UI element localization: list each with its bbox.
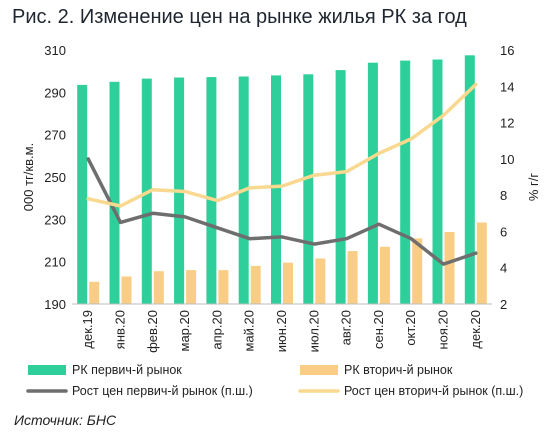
y-right-tick-1: 4	[500, 261, 507, 276]
legend: РК первич-й рынок РК вторич-й рынок Рост ц…	[26, 363, 523, 398]
legend-label-1: РК вторич-й рынок	[344, 363, 453, 377]
bar-secondary-0	[89, 281, 100, 304]
x-tick-10: окт.20	[403, 310, 418, 346]
x-tick-5: май.20	[242, 310, 257, 352]
x-tick-7: июл.20	[306, 310, 321, 352]
x-tick-11: ноя.20	[436, 310, 451, 350]
bar-secondary-7	[315, 258, 326, 304]
lines-layer	[86, 82, 478, 266]
y-left-label: 000 тг/кв.м.	[21, 143, 36, 211]
right-axis: 2 4 6 8 10 12 14 16 % г/г	[500, 43, 541, 312]
left-axis: 190 210 230 250 270 290 310 000 тг/кв.м.	[21, 43, 66, 312]
bar-secondary-10	[412, 238, 423, 304]
bars-layer	[77, 55, 487, 305]
bar-primary-11	[432, 59, 443, 304]
bar-secondary-9	[379, 246, 390, 304]
y-left-tick-1: 210	[44, 255, 66, 270]
x-tick-3: мар.20	[177, 310, 192, 351]
bar-secondary-3	[186, 270, 197, 304]
x-tick-6: июн.20	[274, 310, 289, 352]
y-right-tick-3: 8	[500, 188, 507, 203]
legend-swatch-1	[300, 365, 338, 375]
legend-label-2: Рост цен первич-й рынок (п.ш.)	[72, 384, 253, 398]
bar-secondary-6	[283, 262, 293, 304]
bar-secondary-12	[476, 222, 487, 304]
source-note: Источник: БНС	[14, 412, 117, 428]
line-primary-growth	[86, 157, 478, 266]
y-left-tick-6: 310	[44, 43, 66, 58]
bar-primary-1	[109, 81, 120, 305]
bar-primary-8	[335, 70, 346, 304]
bar-primary-6	[271, 75, 281, 305]
x-tick-4: апр.20	[209, 310, 224, 350]
y-right-tick-6: 14	[500, 79, 514, 94]
bar-secondary-11	[444, 232, 455, 304]
legend-label-3: Рост цен вторич-й рынок (п.ш.)	[344, 384, 523, 398]
legend-swatch-0	[28, 365, 66, 375]
y-right-tick-5: 12	[500, 116, 514, 131]
y-left-tick-2: 230	[44, 212, 66, 227]
bar-primary-0	[77, 84, 88, 305]
chart-title: Рис. 2. Изменение цен на рынке жилья РК …	[12, 6, 467, 28]
x-tick-1: янв.20	[112, 310, 127, 349]
y-left-tick-5: 290	[44, 85, 66, 100]
x-tick-8: авг.20	[339, 310, 354, 345]
line-secondary-growth	[86, 82, 478, 208]
x-tick-2: фев.20	[145, 310, 160, 353]
bar-secondary-4	[218, 270, 229, 304]
legend-label-0: РК первич-й рынок	[72, 363, 182, 377]
bar-primary-12	[464, 55, 475, 304]
y-left-tick-4: 270	[44, 128, 66, 143]
bar-secondary-8	[347, 251, 358, 304]
y-left-tick-3: 250	[44, 170, 66, 185]
bar-secondary-2	[153, 271, 164, 304]
y-right-tick-7: 16	[500, 43, 514, 58]
x-tick-0: дек.19	[80, 310, 95, 349]
bar-primary-10	[400, 60, 411, 304]
bar-secondary-1	[121, 276, 132, 304]
x-axis: дек.19 янв.20 фев.20 мар.20 апр.20 май.20 июн.…	[72, 303, 492, 353]
y-left-tick-0: 190	[44, 297, 66, 312]
y-right-tick-4: 10	[500, 152, 514, 167]
y-right-label: % г/г	[526, 173, 541, 202]
bar-primary-9	[367, 62, 378, 305]
x-tick-9: сен.20	[371, 310, 386, 349]
bar-primary-7	[303, 74, 314, 304]
bar-secondary-5	[250, 265, 261, 304]
x-tick-12: дек.20	[468, 310, 483, 349]
y-right-tick-0: 2	[500, 297, 507, 312]
y-right-tick-2: 6	[500, 224, 507, 239]
bar-primary-4	[206, 77, 217, 304]
